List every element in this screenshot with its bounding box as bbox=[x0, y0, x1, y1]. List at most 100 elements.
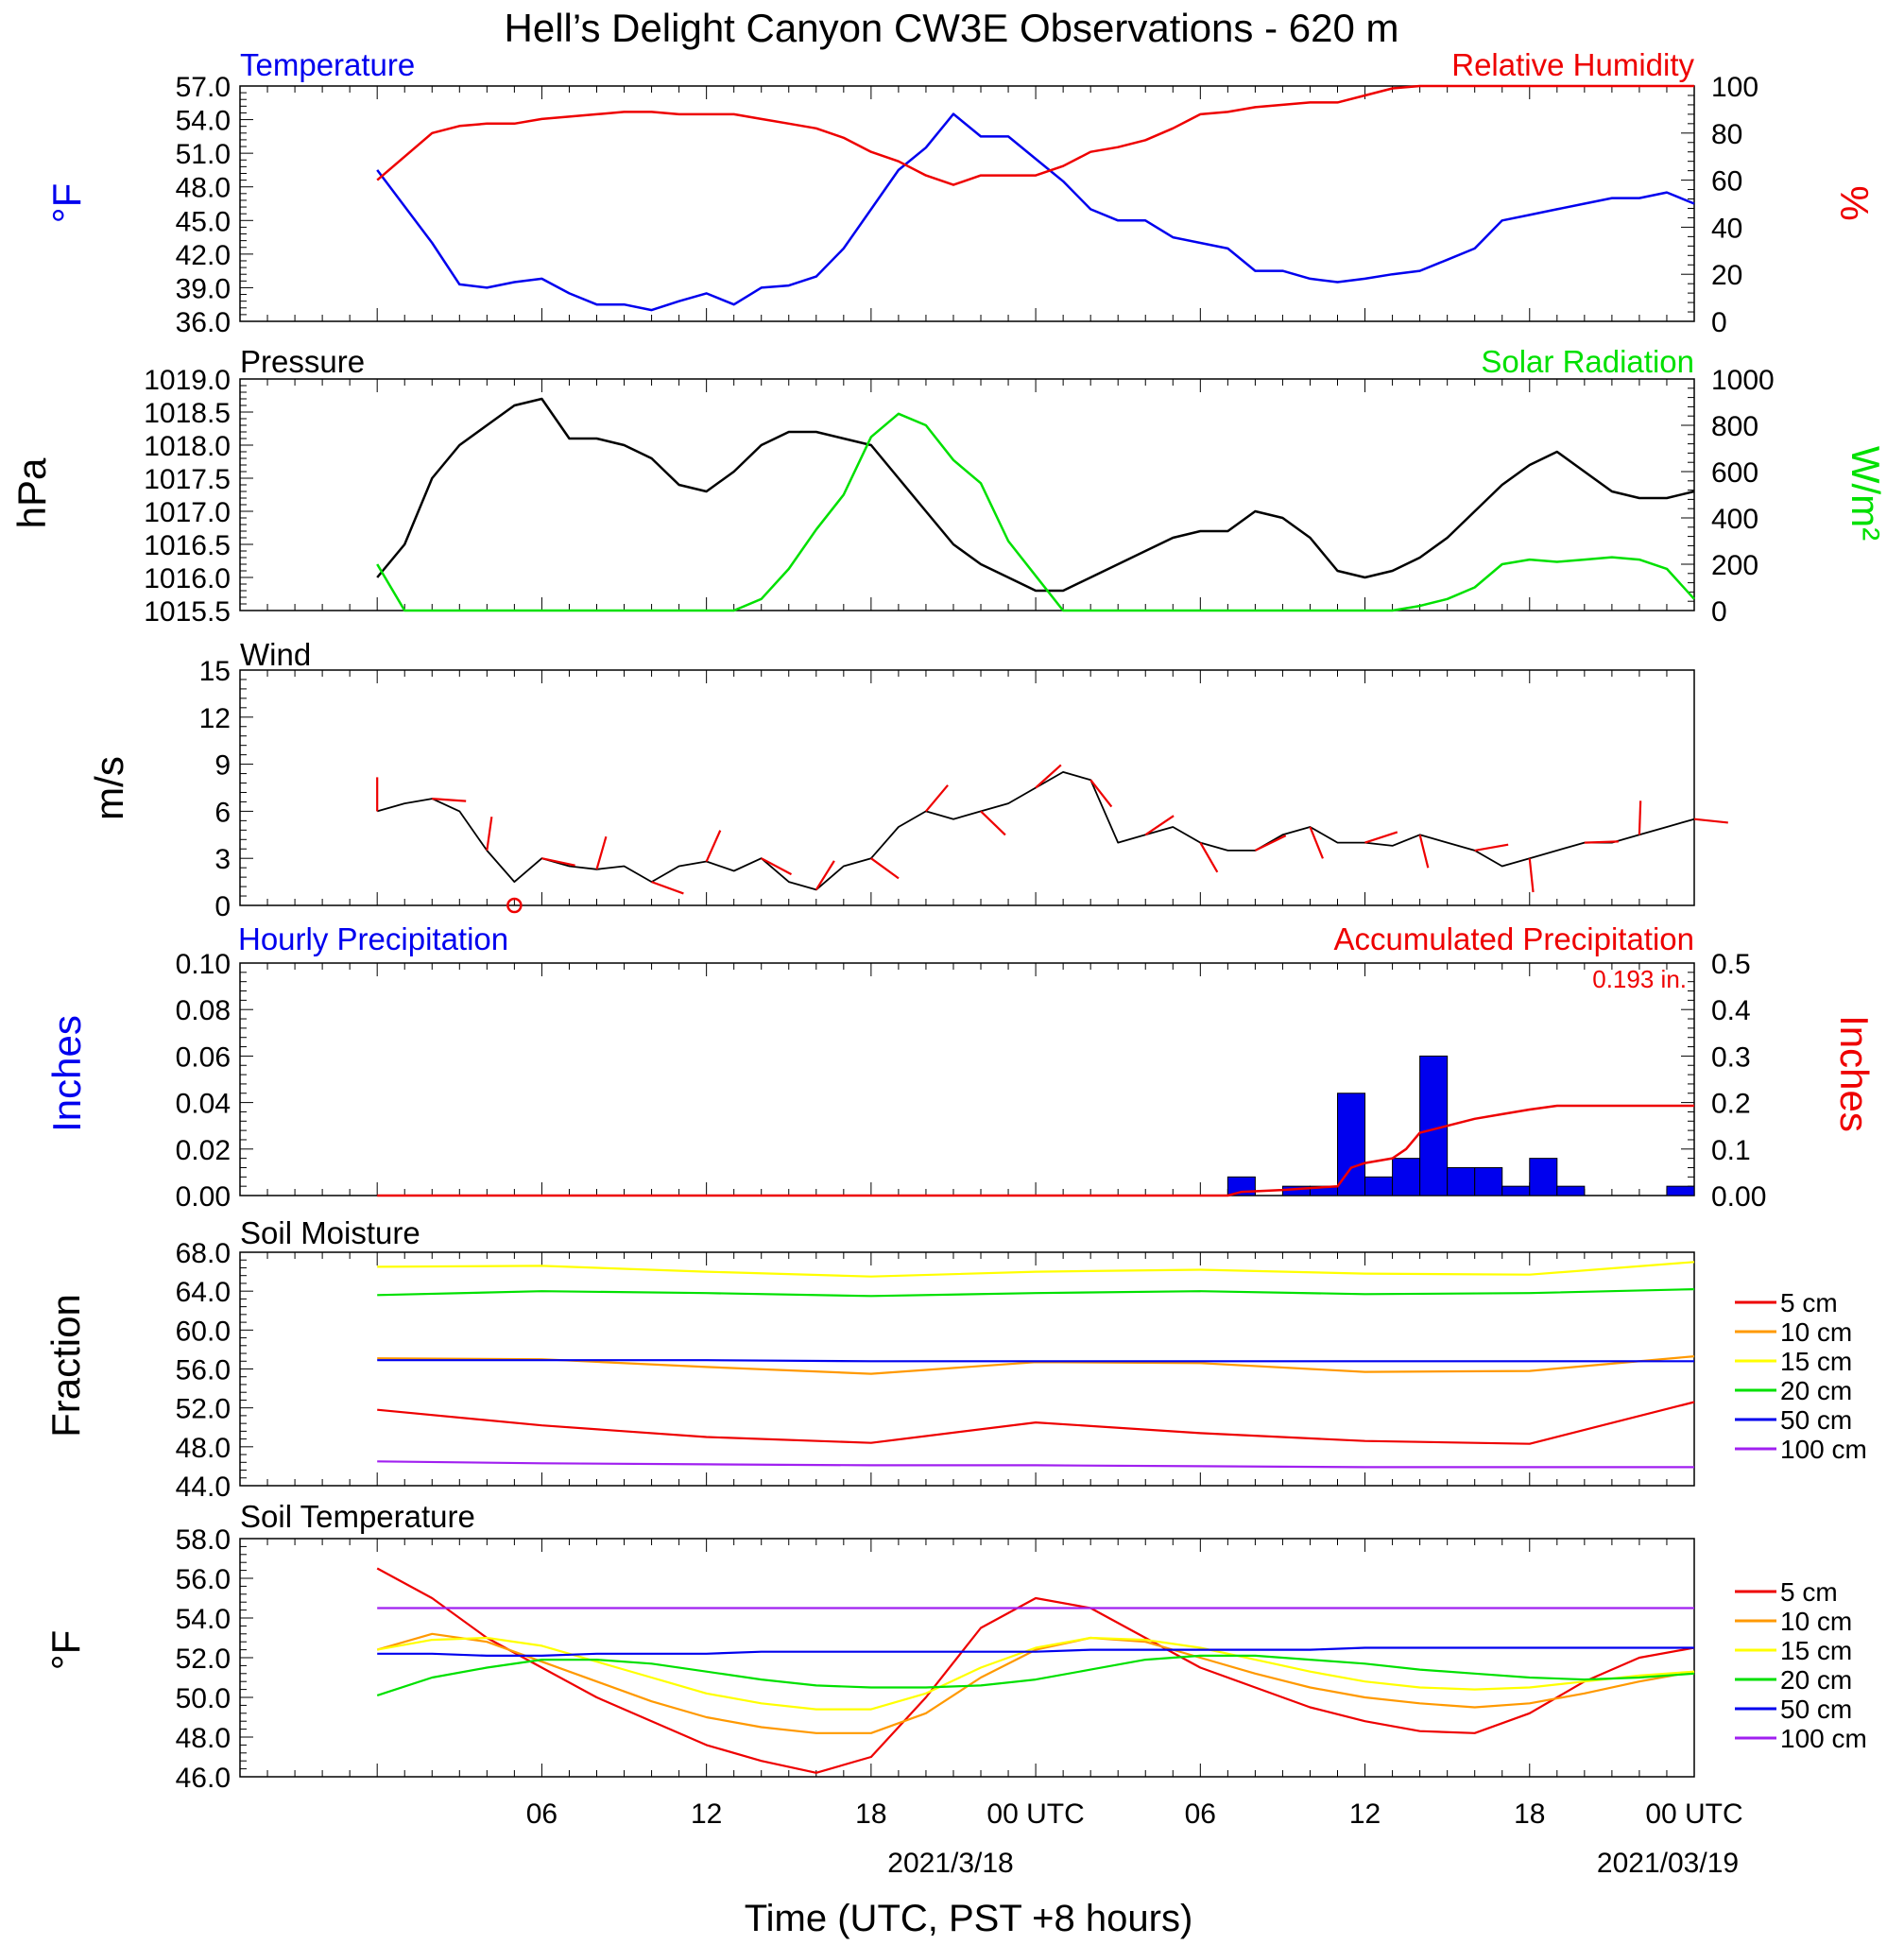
soil-temp-15cm bbox=[377, 1636, 1695, 1711]
y-tick-label: 1000 bbox=[1711, 365, 1775, 396]
panel-6-frame bbox=[239, 1538, 1695, 1778]
y-tick-label: 6 bbox=[214, 797, 231, 828]
wind-barb bbox=[705, 830, 722, 862]
temperature-ylabel: °F bbox=[44, 183, 89, 223]
wind-title: Wind bbox=[240, 637, 311, 672]
series-line-red bbox=[376, 84, 1694, 186]
y-tick-label: 51.0 bbox=[176, 139, 231, 170]
y-tick-label: 1015.5 bbox=[144, 596, 231, 628]
hourly-precip-ylabel: Inches bbox=[44, 1015, 89, 1132]
y-tick-label: 58.0 bbox=[176, 1524, 231, 1556]
hourly-precip-title: Hourly Precipitation bbox=[238, 921, 508, 956]
soil-temp-10cm bbox=[376, 1632, 1695, 1734]
precip-bar bbox=[1474, 1166, 1503, 1196]
y-tick-label: 48.0 bbox=[176, 1433, 231, 1464]
y-tick-label: 56.0 bbox=[176, 1564, 231, 1595]
y-tick-label: 0.4 bbox=[1711, 995, 1751, 1026]
precip-bar bbox=[1666, 1185, 1695, 1196]
pressure-title: Pressure bbox=[240, 344, 365, 379]
soil-moisture-100cm bbox=[377, 1460, 1694, 1469]
y-tick-label: 1019.0 bbox=[144, 365, 231, 396]
date-label-1: 2021/3/18 bbox=[887, 1848, 1013, 1879]
wind-barb bbox=[1474, 843, 1509, 852]
y-tick-label: 80 bbox=[1711, 119, 1742, 150]
y-tick-label: 39.0 bbox=[176, 273, 231, 304]
soil-temp-20cm bbox=[376, 1654, 1695, 1696]
wind-barb bbox=[870, 857, 900, 880]
humidity-title: Relative Humidity bbox=[1451, 47, 1694, 82]
panel-3-frame bbox=[239, 669, 1695, 906]
legend-entry: 50 cm bbox=[1780, 1695, 1852, 1724]
soil-moisture-5cm bbox=[377, 1401, 1695, 1445]
y-tick-label: 57.0 bbox=[176, 72, 231, 103]
y-tick-label: 64.0 bbox=[176, 1277, 231, 1308]
y-tick-label: 20 bbox=[1711, 260, 1742, 291]
legend-entry: 5 cm bbox=[1780, 1577, 1838, 1607]
solar-ylabel: W/m² bbox=[1844, 446, 1888, 541]
temperature-title: Temperature bbox=[240, 47, 415, 82]
y-tick-label: 12 bbox=[199, 703, 231, 734]
soil-temp-title: Soil Temperature bbox=[240, 1499, 475, 1534]
wind-barb bbox=[1254, 835, 1287, 852]
wind-barb bbox=[432, 798, 467, 802]
wind-barb bbox=[980, 810, 1006, 836]
accum-precip-ylabel: Inches bbox=[1832, 1015, 1877, 1132]
wind-speed-line bbox=[376, 771, 1695, 891]
precip-bar bbox=[1447, 1166, 1476, 1196]
wind-barb bbox=[1035, 764, 1062, 789]
legend-entry: 10 cm bbox=[1780, 1317, 1852, 1347]
wind-barb bbox=[761, 857, 793, 876]
x-tick-label: 18 bbox=[1514, 1799, 1545, 1830]
y-tick-label: 600 bbox=[1711, 457, 1758, 489]
y-tick-label: 36.0 bbox=[176, 307, 231, 338]
y-tick-label: 46.0 bbox=[176, 1763, 231, 1794]
y-tick-label: 15 bbox=[199, 656, 231, 687]
wind-barb bbox=[1693, 818, 1728, 824]
soil-temp-50cm bbox=[377, 1646, 1694, 1658]
legend-entry: 20 cm bbox=[1780, 1665, 1852, 1695]
x-tick-label: 12 bbox=[1349, 1799, 1381, 1830]
precip-bar bbox=[1392, 1158, 1421, 1196]
y-tick-label: 1016.0 bbox=[144, 563, 231, 594]
humidity-ylabel: % bbox=[1832, 185, 1877, 220]
y-tick-label: 800 bbox=[1711, 411, 1758, 442]
y-tick-label: 1018.5 bbox=[144, 398, 231, 429]
y-tick-label: 400 bbox=[1711, 504, 1758, 535]
soil-moisture-15cm bbox=[377, 1261, 1695, 1278]
y-tick-label: 9 bbox=[214, 750, 231, 782]
wind-barb bbox=[541, 857, 575, 867]
precip-bar bbox=[1501, 1185, 1531, 1196]
x-tick-label: 00 UTC bbox=[986, 1799, 1084, 1830]
legend-entry: 20 cm bbox=[1780, 1376, 1852, 1405]
x-tick-label: 06 bbox=[1185, 1799, 1216, 1830]
y-tick-label: 0.00 bbox=[176, 1181, 231, 1213]
y-tick-label: 54.0 bbox=[176, 106, 231, 137]
y-tick-label: 1016.5 bbox=[144, 530, 231, 561]
panel-2-frame bbox=[239, 378, 1695, 611]
y-tick-label: 60 bbox=[1711, 166, 1742, 198]
date-label-2: 2021/03/19 bbox=[1597, 1848, 1739, 1879]
wind-barb bbox=[1638, 800, 1642, 835]
wind-barb bbox=[651, 881, 684, 895]
accum-precip-title: Accumulated Precipitation bbox=[1333, 921, 1694, 956]
soil-moisture-title: Soil Moisture bbox=[240, 1215, 420, 1250]
y-tick-label: 0.08 bbox=[176, 995, 231, 1026]
y-tick-label: 0.10 bbox=[176, 949, 231, 980]
precip-bar bbox=[1337, 1093, 1366, 1196]
wind-barb bbox=[815, 860, 835, 890]
precip-bar bbox=[1529, 1158, 1558, 1196]
y-tick-label: 52.0 bbox=[176, 1644, 231, 1675]
y-tick-label: 200 bbox=[1711, 550, 1758, 581]
soil-moisture-20cm bbox=[377, 1288, 1695, 1298]
wind-ylabel: m/s bbox=[87, 756, 131, 820]
y-tick-label: 1017.5 bbox=[144, 464, 231, 495]
y-tick-label: 3 bbox=[214, 844, 231, 875]
y-tick-label: 52.0 bbox=[176, 1394, 231, 1425]
wind-barb bbox=[595, 835, 608, 870]
y-tick-label: 50.0 bbox=[176, 1683, 231, 1714]
panel-4-frame bbox=[239, 962, 1695, 1196]
x-tick-label: 18 bbox=[855, 1799, 886, 1830]
legend-entry: 15 cm bbox=[1780, 1347, 1852, 1376]
y-tick-label: 68.0 bbox=[176, 1238, 231, 1269]
